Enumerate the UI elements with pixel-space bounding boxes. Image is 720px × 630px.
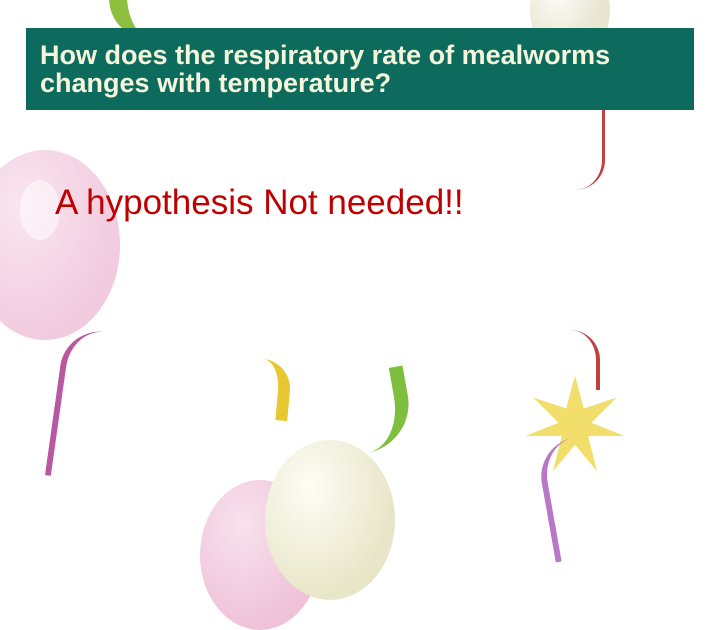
balloon-shine [20, 180, 60, 240]
slide-title: How does the respiratory rate of mealwor… [40, 41, 680, 98]
hypothesis-text: A hypothesis Not needed!! [55, 183, 464, 223]
ribbon-decoration [344, 365, 417, 454]
balloon-decoration [265, 440, 395, 600]
balloon-decoration [200, 480, 320, 630]
ribbon-decoration [570, 330, 600, 390]
ribbon-decoration [535, 437, 595, 562]
balloon-decoration [0, 150, 120, 340]
ribbon-decoration [565, 100, 605, 190]
title-bar: How does the respiratory rate of mealwor… [26, 28, 694, 110]
starburst-decoration [520, 370, 630, 480]
ribbon-decoration [257, 359, 292, 421]
ribbon-decoration [45, 327, 125, 484]
